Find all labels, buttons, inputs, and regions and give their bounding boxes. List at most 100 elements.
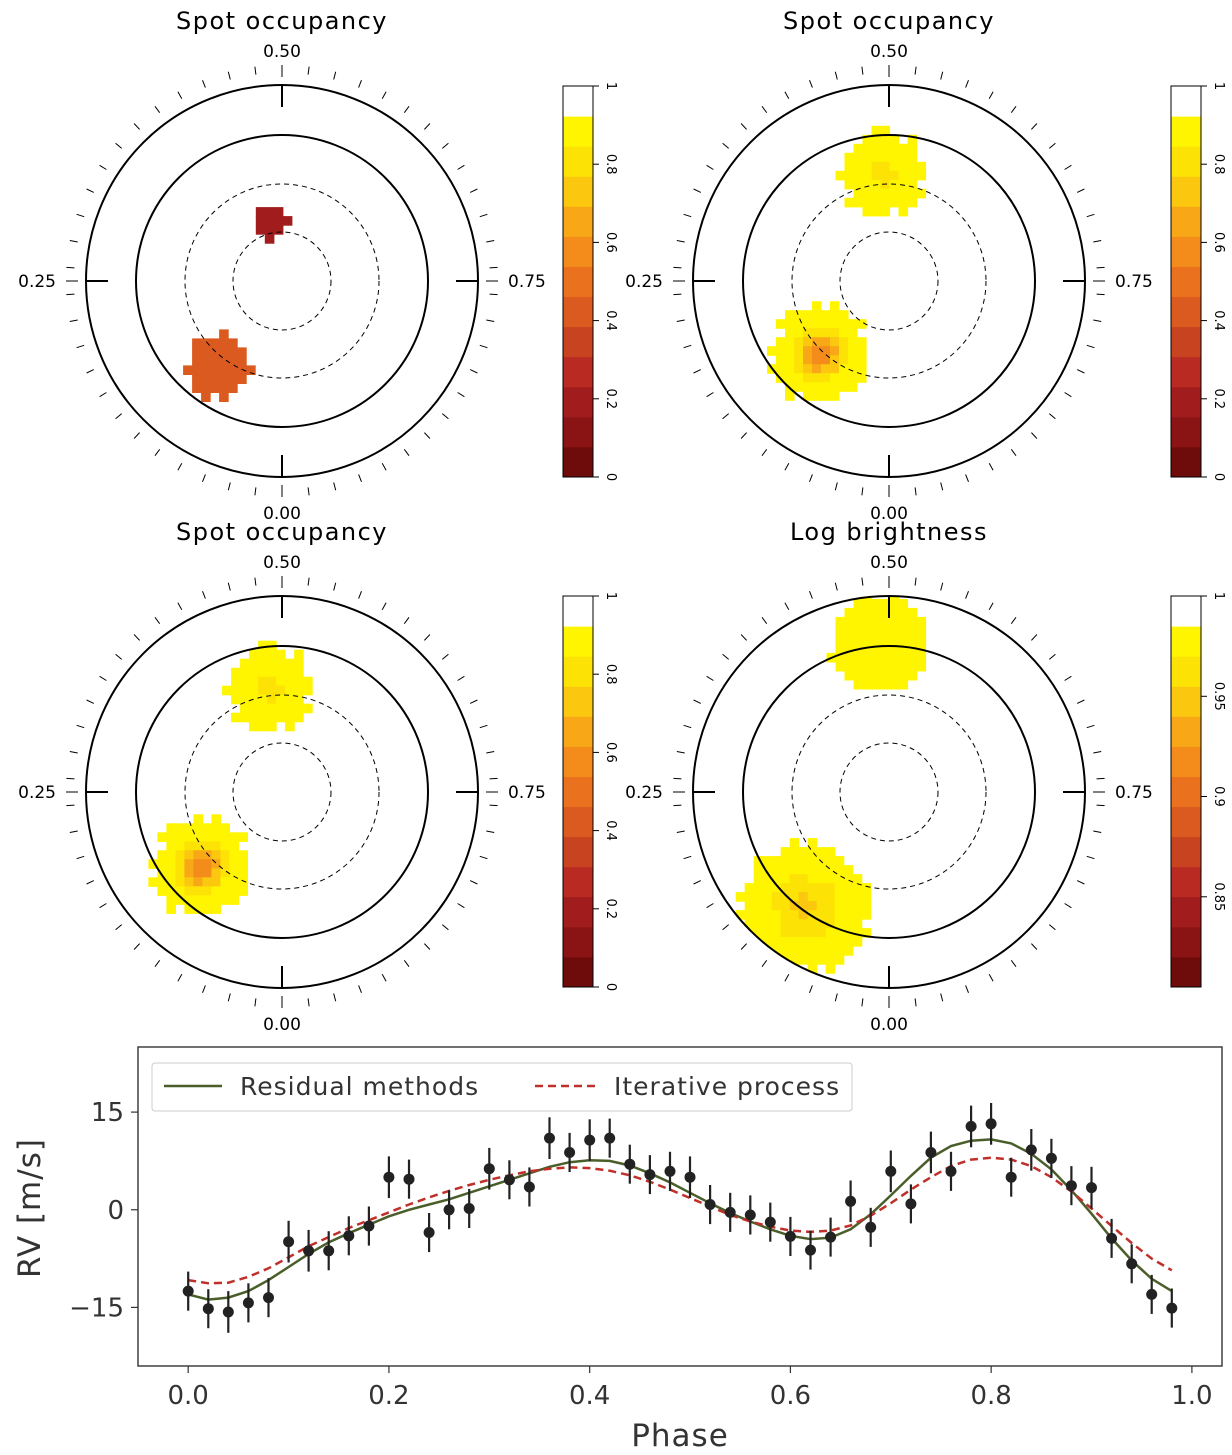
map-title: Spot occupancy [176, 7, 388, 35]
phase-ticks [673, 576, 1105, 1008]
phase-label-left: 0.25 [18, 272, 56, 292]
colorbar-band [1171, 146, 1201, 177]
spot-1 [826, 596, 927, 690]
colorbar-band [563, 86, 593, 117]
colorbar-tick-label: 0.6 [603, 232, 618, 253]
colorbar-band [1171, 206, 1201, 237]
data-point [544, 1132, 555, 1144]
spot-layer [148, 640, 313, 914]
data-point [443, 1204, 455, 1216]
map-title: Log brightness [790, 518, 988, 546]
latitude-ring-inner [232, 231, 332, 331]
colorbar-band [1171, 326, 1201, 358]
data-point [1065, 1180, 1077, 1192]
colorbar-band [1171, 806, 1201, 838]
latitude-ring-mid [184, 183, 380, 379]
colorbar-band [563, 746, 593, 777]
colorbar-band [1171, 266, 1201, 298]
colorbar-tick-label: 0.8 [603, 154, 618, 175]
colorbar-band [1171, 716, 1201, 747]
colorbar-frame [1170, 595, 1202, 988]
colorbar-band [1171, 866, 1201, 898]
data-point [242, 1297, 254, 1309]
data-point [584, 1134, 596, 1146]
data-point [764, 1216, 776, 1228]
colorbar-band [563, 626, 593, 657]
colorbar-band [563, 446, 593, 478]
legend-iterative-label: Iterative process [614, 1072, 840, 1101]
rv-legend: Residual methods Iterative process [151, 1062, 853, 1112]
colorbar-band [563, 716, 593, 747]
colorbar-tick-label: 1 [1211, 82, 1226, 90]
data-point [644, 1169, 656, 1181]
phase-label-left: 0.25 [625, 272, 663, 292]
colorbar-band [1171, 626, 1201, 657]
colorbar: 1 0.95 0.9 0.85 [1170, 592, 1226, 988]
colorbar-tick-label: 0.2 [603, 388, 618, 409]
colorbar-band [563, 896, 593, 928]
latitude-ring-inner [232, 742, 332, 842]
rv-y-axis-label: RV [m/s] [12, 1138, 48, 1278]
colorbar-band [1171, 956, 1201, 988]
data-point [1045, 1152, 1057, 1164]
colorbar-tick-label: 0 [603, 473, 618, 481]
colorbar-band [563, 836, 593, 868]
colorbar: 1 0.8 0.6 0.4 0.2 0 [1170, 82, 1226, 481]
data-point [945, 1165, 957, 1177]
data-point [985, 1118, 997, 1130]
data-point [363, 1220, 375, 1232]
phase-label-top: 0.50 [870, 553, 908, 573]
phase-label-right: 0.75 [508, 272, 546, 292]
x-tick-label: 0.2 [368, 1381, 409, 1411]
x-tick-label: 0.6 [770, 1381, 811, 1411]
colorbar-tick-label: 0.2 [603, 898, 618, 919]
data-point [222, 1306, 234, 1318]
phase-ticks [66, 65, 498, 497]
colorbar-band [563, 866, 593, 898]
spot-2 [767, 301, 867, 401]
equator-ring [135, 134, 429, 428]
colorbar-band [563, 146, 593, 177]
colorbar-tick-label: 0.9 [1211, 786, 1226, 807]
colorbar: 1 0.8 0.6 0.4 0.2 0 [562, 592, 618, 991]
phase-label-bottom: 0.00 [870, 1015, 908, 1035]
data-point [303, 1245, 315, 1257]
legend-residual-label: Residual methods [240, 1072, 479, 1101]
phase-label-left: 0.25 [18, 783, 56, 803]
latitude-ring-inner [839, 231, 939, 331]
colorbar-band [563, 956, 593, 988]
colorbar-tick-label: 0 [1211, 473, 1226, 481]
phase-label-right: 0.75 [1115, 783, 1153, 803]
data-point [704, 1199, 716, 1210]
colorbar-band [563, 326, 593, 358]
colorbar-band [1171, 356, 1201, 388]
data-point [1126, 1258, 1138, 1270]
polar-map-1: Spot occupancy 0.50 0.00 0.25 0.75 1 0.8 0.6 0.4… [18, 7, 618, 524]
latitude-ring-inner [839, 742, 939, 842]
colorbar-tick-label: 0 [603, 983, 618, 991]
polar-map-2: Spot occupancy 0.50 0.00 0.25 0.75 1 0.8 0.6 0.4… [625, 7, 1226, 524]
data-point [1166, 1302, 1178, 1314]
data-point [423, 1227, 435, 1238]
phase-ticks [673, 65, 1105, 497]
colorbar-band [1171, 926, 1201, 958]
spot-1 [255, 207, 293, 244]
polar-map-panels: Spot occupancy 0.50 0.00 0.25 0.75 1 0.8 0.6 0.4… [18, 7, 1226, 1035]
data-point [1146, 1288, 1158, 1300]
data-point [825, 1231, 837, 1243]
legend-box [151, 1062, 853, 1112]
data-point [604, 1132, 616, 1144]
colorbar-band [563, 686, 593, 717]
data-point [1005, 1171, 1017, 1183]
data-point [383, 1171, 395, 1183]
phase-ticks [66, 576, 498, 1008]
data-point [263, 1292, 274, 1304]
colorbar-band [1171, 86, 1201, 117]
equator-ring [742, 645, 1036, 939]
colorbar-band [563, 356, 593, 388]
x-tick-label: 0.8 [970, 1381, 1011, 1411]
colorbar-tick-label: 0.6 [603, 742, 618, 763]
polar-map-4: Log brightness 0.50 0.00 0.25 0.75 1 0.95 0.9 0.… [625, 518, 1226, 1035]
data-point [1106, 1232, 1118, 1244]
